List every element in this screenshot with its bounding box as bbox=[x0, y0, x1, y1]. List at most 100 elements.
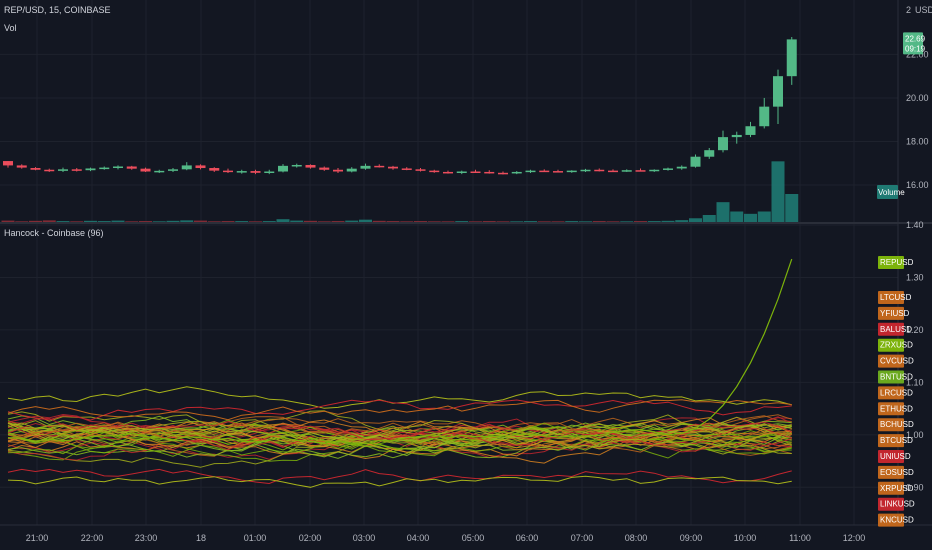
volume-bar bbox=[441, 221, 455, 222]
time-tick-label: 01:00 bbox=[244, 533, 267, 543]
series-badge bbox=[878, 450, 904, 463]
bundle-line bbox=[7, 419, 792, 454]
candle-body bbox=[388, 166, 398, 169]
symbol-title[interactable]: REP/USD, 15, COINBASE bbox=[4, 5, 111, 15]
series-badge-label: BALUSD bbox=[880, 325, 912, 334]
candle-body bbox=[333, 169, 343, 172]
volume-bar bbox=[70, 221, 84, 222]
volume-bar bbox=[620, 221, 634, 222]
candle-body bbox=[99, 167, 110, 170]
candle-body bbox=[731, 134, 742, 138]
price-tick-label: 18.00 bbox=[906, 136, 929, 146]
volume-indicator-title[interactable]: Vol bbox=[4, 23, 17, 33]
series-badge bbox=[878, 402, 904, 416]
price-tick-label: 22.00 bbox=[906, 49, 929, 59]
time-tick-label: 07:00 bbox=[571, 533, 594, 543]
candle-body bbox=[209, 168, 220, 171]
candle-body bbox=[140, 168, 151, 172]
repusd-line bbox=[7, 258, 793, 445]
last-price-badge bbox=[903, 32, 923, 55]
indicator-tick-label: 1.40 bbox=[906, 220, 924, 230]
series-badges: REPUSD LTCUSD YFIUSD BALUSD ZRXUSD CVCUSD BNTU… bbox=[878, 256, 915, 527]
price-top-tick-label: 2 bbox=[906, 5, 911, 15]
indicator-axis[interactable]: 0.90 1.00 1.10 1.20 1.30 1.40 bbox=[906, 220, 924, 492]
candle-body bbox=[346, 168, 357, 172]
candle-body bbox=[291, 164, 302, 167]
volume-bars[interactable] bbox=[1, 161, 799, 222]
time-tick-label: 05:00 bbox=[462, 533, 485, 543]
volume-bar bbox=[56, 221, 70, 222]
series-badge-label: CVCUSD bbox=[880, 357, 914, 366]
indicator-tick-label: 0.90 bbox=[906, 482, 924, 492]
candle-body bbox=[415, 169, 426, 171]
volume-bar bbox=[551, 221, 565, 222]
volume-bar bbox=[194, 220, 207, 222]
volume-bar bbox=[414, 221, 427, 222]
volume-bar bbox=[510, 221, 524, 222]
candle-body bbox=[113, 166, 123, 168]
outlier-line bbox=[7, 475, 792, 488]
candle-body bbox=[718, 137, 728, 151]
candlestick-series[interactable] bbox=[3, 37, 797, 175]
volume-bar bbox=[455, 221, 469, 222]
candle-body bbox=[360, 165, 371, 169]
candle-body bbox=[429, 170, 440, 173]
candle-body bbox=[30, 168, 41, 170]
volume-bar bbox=[757, 211, 771, 222]
series-badge-label: BTCUSD bbox=[880, 436, 913, 445]
candle-body bbox=[704, 150, 715, 157]
volume-bar bbox=[579, 221, 592, 222]
series-badge-label: BCHUSD bbox=[880, 420, 914, 429]
series-badge bbox=[878, 513, 904, 527]
volume-bar bbox=[1, 220, 15, 222]
currency-label: USD bbox=[915, 5, 932, 15]
series-badge-label: LTCUSD bbox=[880, 293, 912, 302]
series-badge bbox=[878, 291, 904, 304]
volume-bar bbox=[331, 221, 345, 222]
volume-bar bbox=[386, 221, 400, 222]
series-badge bbox=[878, 256, 904, 269]
bundle-line bbox=[7, 421, 792, 446]
volume-bar bbox=[702, 215, 716, 222]
candle-body bbox=[278, 165, 288, 172]
price-axis[interactable]: 16.00 18.00 20.00 22.00 2 USD bbox=[906, 5, 932, 190]
candle-body bbox=[456, 171, 467, 174]
indicator-tick-label: 1.10 bbox=[906, 377, 924, 387]
time-tick-label: 03:00 bbox=[353, 533, 376, 543]
candle-body bbox=[374, 165, 385, 168]
candle-body bbox=[58, 169, 68, 171]
candle-body bbox=[223, 170, 233, 173]
volume-bar bbox=[29, 220, 42, 222]
candle-body bbox=[663, 168, 673, 170]
time-tick-label: 11:00 bbox=[789, 533, 811, 543]
indicator-lines[interactable] bbox=[7, 258, 793, 488]
volume-bar bbox=[372, 220, 386, 222]
volume-bar bbox=[482, 221, 496, 222]
volume-bar bbox=[152, 221, 166, 222]
volume-bar bbox=[675, 220, 689, 222]
candle-body bbox=[539, 170, 550, 173]
candle-body bbox=[85, 168, 96, 171]
volume-bar bbox=[427, 221, 441, 222]
series-badge bbox=[878, 481, 904, 495]
volume-bar bbox=[139, 221, 152, 222]
price-tick-label: 20.00 bbox=[906, 93, 929, 103]
time-tick-label: 08:00 bbox=[625, 533, 648, 543]
candle-body bbox=[401, 168, 412, 170]
indicator-title[interactable]: Hancock - Coinbase (96) bbox=[4, 228, 104, 238]
candle-body bbox=[443, 171, 453, 174]
candle-body bbox=[250, 171, 261, 173]
volume-bar bbox=[524, 221, 537, 222]
candle-body bbox=[621, 170, 632, 172]
volume-bar bbox=[221, 221, 235, 222]
series-badge bbox=[878, 434, 904, 448]
candle-body bbox=[649, 169, 660, 172]
candle-body bbox=[608, 170, 618, 173]
volume-bar bbox=[276, 219, 290, 222]
candle-body bbox=[511, 171, 522, 174]
candle-body bbox=[635, 170, 646, 172]
volume-bar bbox=[42, 220, 56, 222]
volume-bar bbox=[661, 220, 675, 222]
time-axis[interactable]: 21:00 22:00 23:00 18 01:00 02:00 03:00 04:00 05:… bbox=[26, 533, 866, 543]
last-price-label: 22.69 bbox=[905, 34, 926, 43]
